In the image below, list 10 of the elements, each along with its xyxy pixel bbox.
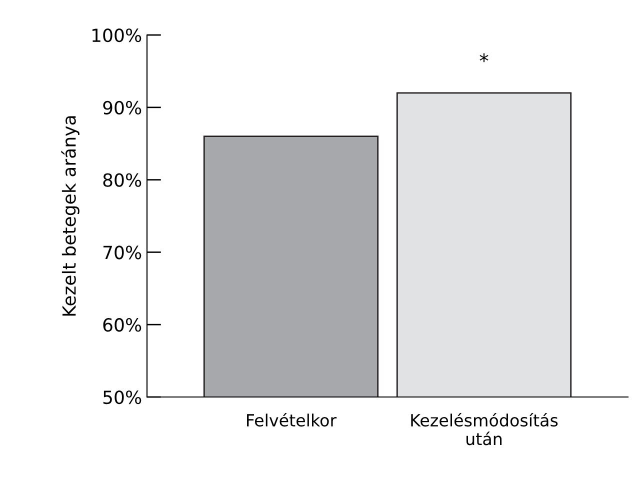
y-tick-label: 80% <box>103 173 142 187</box>
y-tick-label: 90% <box>103 100 142 115</box>
y-tick-label: 50% <box>103 390 142 404</box>
y-axis-title: Kezelt betegek aránya <box>61 116 80 316</box>
x-tick-label: Kezelésmódosítás után <box>411 413 558 446</box>
y-tick-label: 60% <box>103 318 142 332</box>
annotation: * <box>480 53 488 62</box>
y-tick-label: 70% <box>103 246 142 260</box>
y-tick-label: 100% <box>92 28 142 42</box>
x-tick-label: Felvételkor <box>247 413 337 427</box>
